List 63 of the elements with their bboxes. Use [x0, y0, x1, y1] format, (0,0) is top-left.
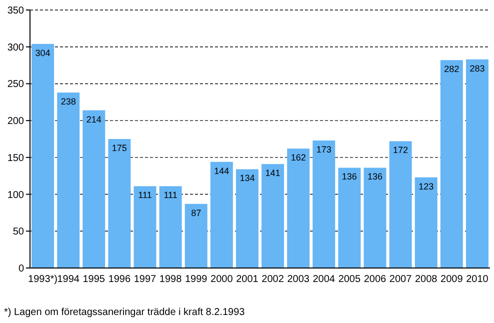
bar — [440, 60, 463, 268]
data-label: 87 — [191, 208, 202, 218]
y-tick-label: 50 — [12, 226, 24, 238]
data-label: 162 — [290, 152, 306, 163]
bar — [159, 186, 182, 268]
x-tick-label: 1995 — [82, 274, 106, 285]
bar — [108, 139, 131, 268]
bar — [236, 169, 258, 268]
bar — [184, 204, 208, 268]
bar — [389, 141, 412, 268]
data-label: 136 — [342, 172, 357, 182]
x-tick-label: 1999 — [184, 274, 208, 285]
data-label: 175 — [112, 143, 127, 153]
data-label: 134 — [240, 173, 255, 184]
x-tick-label: 1997 — [134, 274, 157, 285]
x-tick-label: 2001 — [236, 274, 259, 285]
x-tick-label: 2010 — [466, 274, 489, 285]
bar — [82, 110, 106, 268]
data-label: 136 — [367, 172, 383, 182]
bar — [338, 168, 361, 268]
x-tick-label: 2004 — [312, 274, 336, 285]
x-tick-label: 1998 — [159, 274, 182, 285]
bar — [466, 59, 488, 268]
x-tick-label: 1994 — [57, 274, 80, 285]
x-tick-label: 2003 — [287, 274, 310, 285]
y-tick-label: 200 — [7, 116, 24, 128]
data-label: 238 — [60, 96, 76, 107]
x-tick-label: 2009 — [440, 274, 464, 285]
text: *) Lagen om företagssaneringar trädde i kraft 8.2.1993 — [4, 307, 246, 318]
y-tick-label: 350 — [7, 6, 24, 16]
bar — [287, 148, 310, 268]
x-tick-label: 2008 — [414, 274, 438, 285]
x-tick-label: 2002 — [262, 274, 284, 285]
y-tick-label: 300 — [7, 42, 24, 54]
bar — [57, 92, 80, 268]
bar — [312, 140, 336, 268]
data-label: 111 — [164, 190, 178, 200]
data-label: 173 — [316, 144, 332, 154]
y-tick-label: 250 — [7, 79, 24, 90]
bar — [210, 162, 233, 268]
data-label: 123 — [418, 181, 434, 192]
data-label: 214 — [86, 114, 102, 124]
x-tick-label: 1996 — [108, 274, 132, 285]
data-label: 304 — [35, 48, 50, 58]
data-label: 172 — [393, 145, 408, 156]
data-label: 282 — [444, 64, 460, 74]
bar — [32, 44, 54, 268]
data-label: 141 — [265, 168, 280, 178]
x-tick-label: 2005 — [338, 274, 362, 285]
bar — [134, 186, 156, 268]
data-label: 144 — [214, 166, 230, 176]
x-tick-label: 2000 — [210, 274, 234, 285]
bar — [262, 164, 284, 268]
bar — [414, 177, 438, 268]
y-tick-label: 0 — [18, 264, 24, 274]
y-tick-label: 100 — [7, 190, 24, 201]
data-label: 283 — [470, 63, 485, 74]
x-tick-label: 1993*) — [28, 274, 58, 285]
x-tick-label: 2007 — [389, 274, 412, 285]
bar — [364, 168, 386, 268]
data-label: 111 — [138, 190, 152, 200]
x-tick-label: 2006 — [364, 274, 387, 285]
y-tick-label: 150 — [7, 152, 24, 164]
